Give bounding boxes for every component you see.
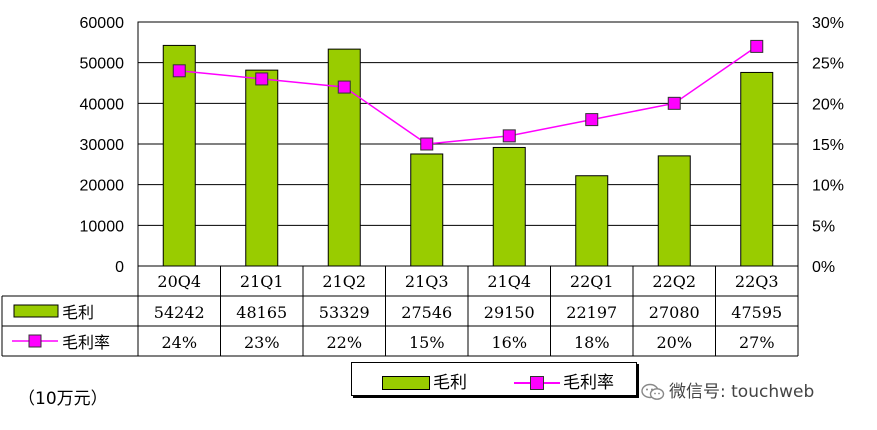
right-tick-label: 15% (812, 137, 844, 154)
wechat-icon (641, 383, 665, 400)
table-cell: 27080 (649, 303, 700, 322)
right-tick-label: 10% (812, 178, 844, 195)
right-axis-ticks: 0% 5% 10% 15% 20% 25% 30% (812, 15, 844, 276)
left-tick-label: 60000 (80, 15, 125, 32)
category-label: 22Q3 (735, 272, 779, 291)
marker-22Q3 (750, 39, 764, 53)
table-cell: 29150 (484, 303, 535, 322)
marker-22Q1 (585, 113, 599, 127)
table-cell: 47595 (731, 303, 782, 322)
table-cell: 18% (574, 333, 610, 352)
marker-22Q2 (667, 96, 681, 110)
table-cell: 48165 (236, 303, 287, 322)
table-cell: 22% (326, 333, 362, 352)
legend-line-label: 毛利率 (563, 373, 614, 393)
category-label: 22Q2 (652, 272, 696, 291)
right-tick-label: 30% (812, 15, 844, 32)
bar-21Q1 (245, 69, 279, 267)
legend-line-swatch (514, 376, 560, 390)
legend-bar-label: 毛利 (433, 373, 467, 393)
row-label: 毛利 (62, 303, 94, 322)
table-cell: 16% (491, 333, 527, 352)
table-cell: 27% (739, 333, 775, 352)
left-axis-ticks: 0 10000 20000 30000 40000 50000 60000 (80, 15, 125, 276)
right-tick-label: 25% (812, 56, 844, 73)
row-key-bar (13, 304, 59, 318)
table-cell: 23% (244, 333, 280, 352)
bar-22Q1 (575, 175, 609, 267)
line-series (172, 39, 764, 151)
table-cell: 53329 (319, 303, 370, 322)
left-tick-label: 40000 (80, 96, 125, 113)
marker-20Q4 (172, 64, 186, 78)
legend-item-line: 毛利率 (514, 368, 614, 393)
marker-21Q4 (502, 129, 516, 143)
unit-label: （10万元） (18, 389, 108, 409)
row-label: 毛利率 (62, 333, 110, 352)
margin-line (179, 45, 758, 145)
row-key-marker (28, 334, 42, 348)
legend-bar-swatch (382, 376, 430, 390)
right-tick-label: 5% (812, 218, 835, 235)
left-tick-label: 30000 (80, 137, 125, 154)
category-label: 22Q1 (570, 272, 614, 291)
category-label: 21Q1 (240, 272, 284, 291)
table-cell: 54242 (154, 303, 205, 322)
category-label: 21Q2 (322, 272, 366, 291)
legend-item-bar: 毛利 (382, 368, 467, 393)
bar-21Q4 (492, 146, 526, 267)
right-tick-label: 20% (812, 96, 844, 113)
category-label: 21Q3 (405, 272, 449, 291)
category-label: 20Q4 (157, 272, 201, 291)
left-tick-label: 50000 (80, 56, 125, 73)
table-cell: 15% (409, 333, 445, 352)
bar-20Q4 (162, 44, 196, 267)
table-cell: 20% (656, 333, 692, 352)
left-tick-label: 20000 (80, 178, 125, 195)
marker-21Q2 (337, 80, 351, 94)
table-cell: 22197 (566, 303, 617, 322)
watermark: 微信号: touchweb (641, 377, 814, 402)
legend: 毛利 毛利率 (351, 362, 637, 396)
watermark-text: 微信号: touchweb (669, 382, 815, 402)
bar-22Q2 (657, 155, 691, 267)
table-cell: 24% (161, 333, 197, 352)
marker-21Q1 (255, 72, 269, 86)
table-cell: 27546 (401, 303, 452, 322)
right-tick-label: 0% (812, 259, 835, 276)
left-tick-label: 10000 (80, 218, 125, 235)
left-tick-label: 0 (115, 259, 124, 276)
data-table: 20Q4 21Q1 21Q2 21Q3 21Q4 22Q1 22Q2 22Q3 毛利 54242 4… (1, 266, 799, 357)
bar-22Q3 (740, 71, 774, 267)
category-label: 21Q4 (487, 272, 531, 291)
bar-21Q3 (410, 153, 444, 267)
marker-21Q3 (420, 137, 434, 151)
